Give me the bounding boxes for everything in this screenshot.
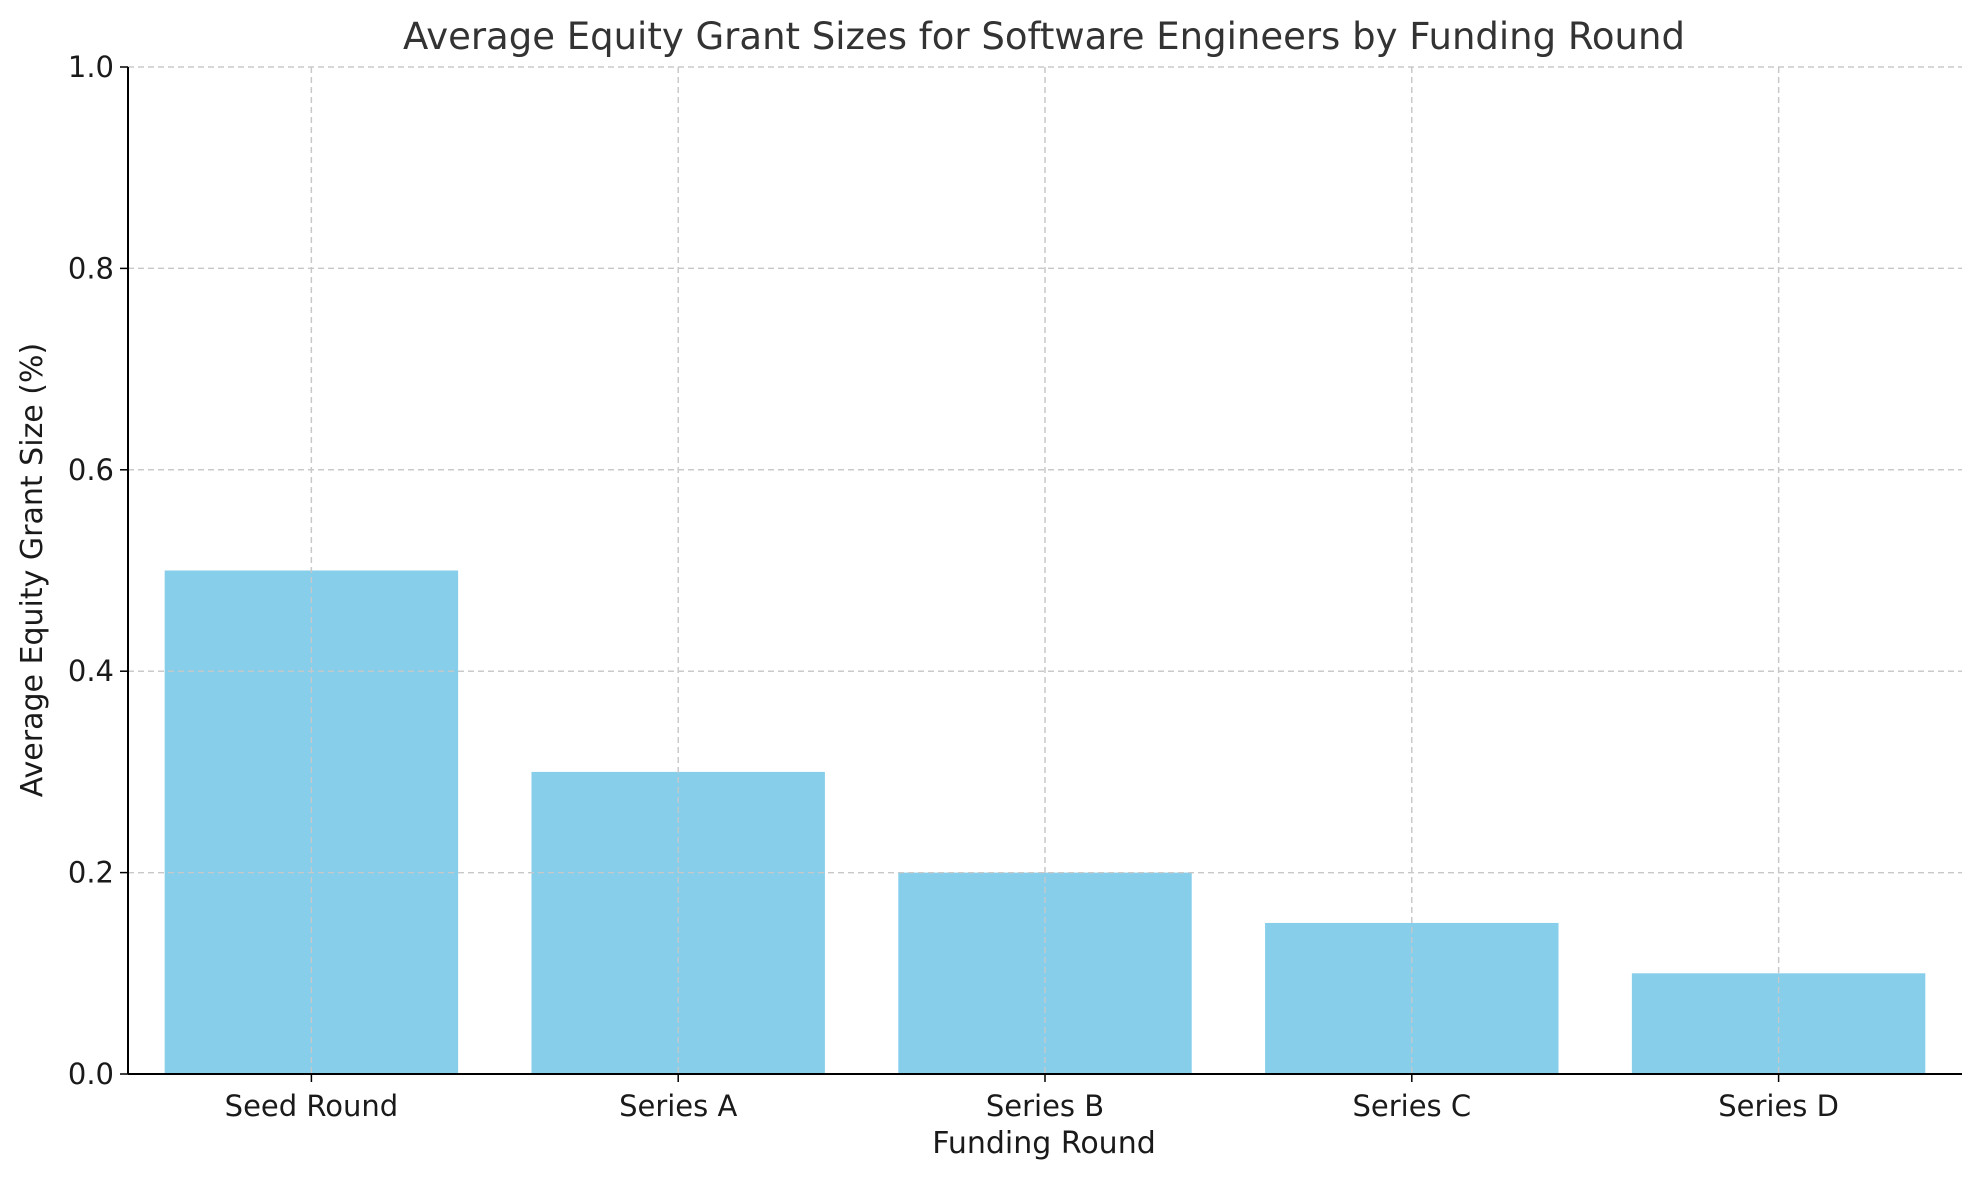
y-tick-label: 1.0 — [68, 50, 114, 84]
y-tick-label: 0.4 — [68, 654, 114, 688]
x-tick-label: Series A — [619, 1089, 737, 1123]
ticks: 0.0 0.2 0.4 0.6 0.8 1.0 Seed Round Series A Seri… — [68, 50, 1839, 1123]
y-tick-label: 0.8 — [68, 251, 114, 285]
y-tick-label: 0.2 — [68, 856, 114, 890]
y-axis-label: Average Equity Grant Size (%) — [15, 343, 50, 797]
x-tick-label: Series B — [986, 1089, 1104, 1123]
x-tick-label: Series C — [1352, 1089, 1471, 1123]
x-tick-label: Series D — [1718, 1089, 1839, 1123]
x-tick-label: Seed Round — [225, 1089, 398, 1123]
y-tick-label: 0.0 — [68, 1057, 114, 1091]
y-tick-label: 0.6 — [68, 453, 114, 487]
x-axis-label: Funding Round — [932, 1126, 1156, 1161]
bars — [128, 66, 1962, 1074]
chart-title: Average Equity Grant Sizes for Software … — [403, 15, 1685, 58]
